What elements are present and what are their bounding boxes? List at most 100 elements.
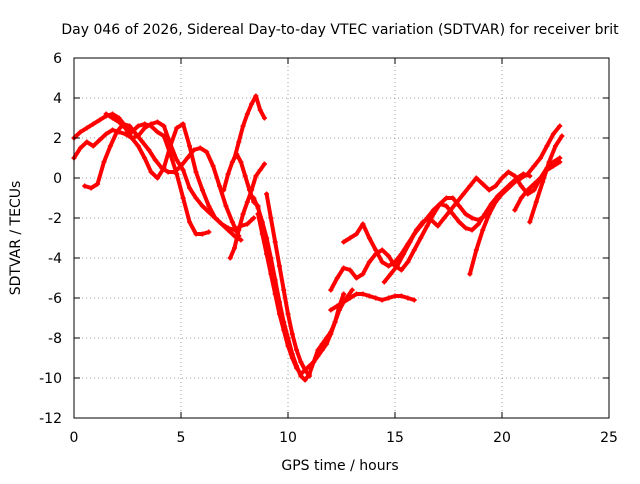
data-point [394,263,400,269]
data-point [272,291,278,297]
data-point [199,231,205,237]
data-point [193,231,199,237]
data-point [187,219,193,225]
data-point [253,173,259,179]
data-point [249,101,255,107]
data-point [360,221,366,227]
data-point [493,183,499,189]
data-point [553,143,558,149]
data-point [431,211,437,217]
data-point [238,237,244,243]
data-point [550,163,556,169]
data-series [255,211,355,377]
data-point [347,267,353,273]
data-point [135,123,141,129]
data-point [103,111,109,117]
data-point [244,221,250,227]
data-point [525,171,531,177]
data-point [341,291,347,297]
data-point [424,223,430,229]
data-point [349,287,355,293]
data-point [341,239,347,245]
data-point [334,275,340,281]
data-point [217,183,223,189]
data-point [148,121,154,127]
data-point [261,161,267,167]
data-point [456,203,462,209]
data-point [148,169,154,175]
data-point [544,143,550,149]
data-point [328,287,334,293]
data-point [443,195,449,201]
data-point [512,173,518,179]
data-point [259,231,265,237]
data-point [197,145,203,151]
data-point [154,129,160,135]
data-point [392,293,398,299]
data-point [373,295,379,301]
data-point [101,159,107,165]
data-point [184,155,190,161]
data-point [285,311,291,317]
data-point [546,159,552,165]
data-point [413,227,419,233]
data-series [328,291,417,313]
data-point [407,239,413,245]
data-point [531,187,537,193]
data-point [334,303,340,309]
data-point [95,181,101,187]
data-point [499,191,505,197]
y-tick-label: -2 [48,211,62,227]
data-point [225,171,231,177]
data-point [486,187,492,193]
data-point [221,187,227,193]
data-point [114,129,120,135]
grid-layer [74,58,609,418]
data-point [469,215,475,221]
data-point [475,217,481,223]
data-point [210,163,216,169]
data-point [328,331,334,337]
data-point [206,229,212,235]
data-point [97,137,103,143]
data-point [341,299,347,305]
data-point [281,327,287,333]
data-point [373,251,379,257]
data-point [142,155,148,161]
tick-layer: 0 5 10 15 20 25 -12 -10 -8 -6 -4 -2 0 2 4 6 [39,51,618,446]
data-point [116,119,122,125]
data-point [142,125,148,131]
data-point [199,203,205,209]
data-point [347,295,353,301]
data-point [467,183,473,189]
data-point [353,275,359,281]
data-series [264,191,312,379]
data-point [328,307,334,313]
data-point [264,191,270,197]
data-point [306,363,312,369]
data-point [319,347,325,353]
data-series [512,159,563,213]
data-point [133,131,139,137]
data-point [366,235,372,241]
data-point [386,253,392,259]
data-point [405,295,411,301]
data-point [405,259,411,265]
data-point [538,155,544,161]
data-point [246,187,252,193]
data-point [294,347,300,353]
data-point [401,251,407,257]
data-point [84,139,90,145]
data-point [336,307,342,313]
data-point [540,179,546,185]
data-point [174,157,180,163]
data-point [324,341,330,347]
plot-frame [73,57,610,419]
x-tick-label: 20 [493,430,511,446]
data-point [527,219,533,225]
data-point [225,225,231,231]
data-point [341,265,347,271]
data-point [84,125,90,131]
data-point [353,231,359,237]
